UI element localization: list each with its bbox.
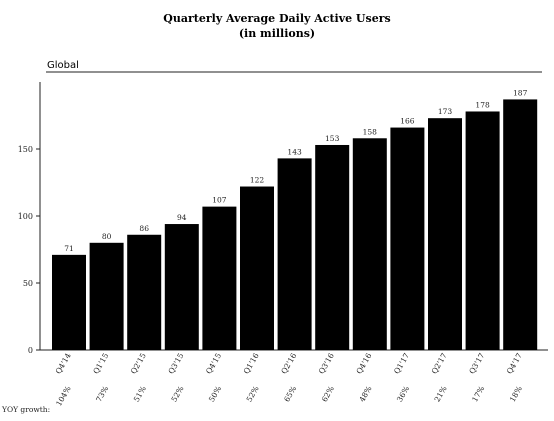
- yoy-growth-value: 52%: [245, 385, 261, 404]
- bar-value-label: 158: [363, 127, 378, 136]
- bar-value-label: 71: [64, 244, 74, 253]
- bar-value-label: 86: [139, 224, 149, 233]
- bar: [277, 158, 312, 350]
- y-tick-label: 150: [18, 145, 33, 154]
- yoy-growth-value: 104%: [54, 385, 73, 408]
- bar-value-label: 80: [102, 232, 112, 241]
- yoy-growth-value: 18%: [508, 385, 524, 404]
- bar: [240, 186, 274, 350]
- y-tick-label: 100: [18, 212, 33, 221]
- yoy-growth-value: 51%: [132, 385, 148, 404]
- bars: [52, 99, 538, 351]
- bar-value-label: 173: [438, 107, 453, 116]
- yoy-growth-label: YOY growth:: [1, 405, 50, 414]
- bar: [89, 242, 124, 350]
- yoy-growth-value: 48%: [357, 385, 373, 404]
- bar-value-label: 122: [250, 176, 265, 185]
- panel-label: Global: [47, 60, 79, 71]
- bar: [315, 144, 350, 350]
- x-tick-label: Q4'17: [505, 351, 524, 375]
- x-tick-label: Q3'17: [467, 351, 486, 375]
- bar-value-label: 143: [287, 147, 302, 156]
- y-ticks: 0 50 100 150: [18, 145, 40, 355]
- yoy-growth-value: 50%: [207, 385, 223, 404]
- x-tick-label: Q1'17: [392, 351, 411, 375]
- x-tick-label: Q4'14: [54, 351, 73, 375]
- x-tick-label: Q1'15: [91, 351, 110, 375]
- yoy-growth-value: 17%: [470, 385, 486, 404]
- x-tick-label: Q3'16: [317, 351, 336, 375]
- chart-subtitle: (in millions): [239, 27, 315, 40]
- bar: [127, 234, 162, 350]
- x-tick-label: Q3'15: [166, 351, 185, 375]
- x-tick-label: Q4'15: [204, 351, 223, 375]
- x-tick-label: Q2'15: [129, 351, 148, 375]
- chart-title: Quarterly Average Daily Active Users: [163, 12, 390, 25]
- bar: [503, 99, 538, 350]
- yoy-growth-value: 52%: [169, 385, 185, 404]
- bar-value-label: 107: [212, 196, 227, 205]
- bar: [465, 111, 500, 350]
- yoy-growth-value: 65%: [282, 385, 298, 404]
- bar-value-label: 187: [513, 88, 528, 97]
- y-tick-label: 50: [23, 279, 33, 288]
- bar-value-label: 166: [400, 117, 415, 126]
- yoy-growth-value: 36%: [395, 385, 411, 404]
- bar-value-label: 153: [325, 134, 340, 143]
- x-tick-label: Q2'17: [430, 351, 449, 375]
- bar-value-label: 178: [475, 100, 490, 109]
- yoy-growth-value: 21%: [433, 385, 449, 404]
- bar: [164, 224, 199, 350]
- yoy-growth-value: 73%: [94, 385, 110, 404]
- yoy-growth-value: 62%: [320, 385, 336, 404]
- bar-value-label: 94: [177, 213, 187, 222]
- bar: [202, 206, 237, 350]
- bar: [52, 254, 86, 350]
- bar: [390, 127, 425, 350]
- x-tick-label: Q2'16: [279, 351, 298, 375]
- y-tick-label: 0: [28, 346, 33, 355]
- x-tick-label: Q4'16: [354, 351, 373, 375]
- x-tick-label: Q1'16: [242, 351, 261, 375]
- bar: [352, 138, 387, 350]
- bar: [428, 118, 462, 351]
